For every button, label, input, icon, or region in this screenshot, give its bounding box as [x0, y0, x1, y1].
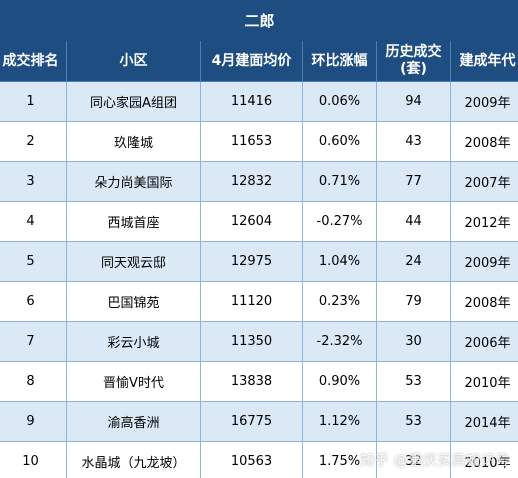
cell-rank: 1	[0, 81, 67, 122]
header-year: 建成年代	[449, 40, 518, 82]
cell-price: 16775	[200, 401, 303, 442]
cell-price: 12604	[200, 201, 303, 242]
table-row: 1 同心家园A组团 11416 0.06% 94 2009年	[0, 81, 518, 122]
header-price: 4月建面均价	[200, 40, 303, 82]
table-row: 8 晋愉V时代 13838 0.90% 53 2010年	[0, 361, 518, 402]
cell-change: 0.06%	[302, 81, 377, 122]
cell-name: 同心家园A组团	[66, 81, 201, 122]
cell-price: 10563	[200, 441, 303, 478]
cell-deals: 24	[376, 241, 451, 282]
title-row: 二郎	[0, 0, 518, 41]
cell-change: 0.60%	[302, 121, 377, 162]
cell-rank: 10	[0, 441, 67, 478]
table-row: 9 渝高香洲 16775 1.12% 53 2014年	[0, 401, 518, 442]
cell-name: 渝高香洲	[66, 401, 201, 442]
cell-change: -0.27%	[302, 201, 377, 242]
cell-deals: 53	[376, 401, 451, 442]
cell-rank: 7	[0, 321, 67, 362]
table-row: 10 水晶城（九龙坡） 10563 1.75% 32 2010年	[0, 441, 518, 478]
cell-rank: 5	[0, 241, 67, 282]
cell-price: 11120	[200, 281, 303, 322]
cell-name: 西城首座	[66, 201, 201, 242]
cell-deals: 77	[376, 161, 451, 202]
cell-name: 彩云小城	[66, 321, 201, 362]
cell-change: 1.12%	[302, 401, 377, 442]
header-rank: 成交排名	[0, 40, 67, 82]
cell-deals: 79	[376, 281, 451, 322]
cell-rank: 4	[0, 201, 67, 242]
cell-deals: 44	[376, 201, 451, 242]
cell-year: 2012年	[449, 201, 518, 242]
cell-year: 2009年	[449, 81, 518, 122]
cell-price: 12832	[200, 161, 303, 202]
cell-name: 晋愉V时代	[66, 361, 201, 402]
table-row: 5 同天观云邸 12975 1.04% 24 2009年	[0, 241, 518, 282]
cell-rank: 2	[0, 121, 67, 162]
table-row: 4 西城首座 12604 -0.27% 44 2012年	[0, 201, 518, 242]
table-row: 7 彩云小城 11350 -2.32% 30 2006年	[0, 321, 518, 362]
cell-rank: 9	[0, 401, 67, 442]
cell-change: 0.71%	[302, 161, 377, 202]
cell-price: 11653	[200, 121, 303, 162]
cell-price: 11350	[200, 321, 303, 362]
cell-deals: 43	[376, 121, 451, 162]
cell-deals: 53	[376, 361, 451, 402]
table-title: 二郎	[0, 0, 518, 41]
cell-year: 2008年	[449, 121, 518, 162]
header-row: 成交排名 小区 4月建面均价 环比涨幅 历史成交(套) 建成年代	[0, 40, 518, 82]
cell-change: 0.23%	[302, 281, 377, 322]
cell-year: 2010年	[449, 441, 518, 478]
cell-year: 2010年	[449, 361, 518, 402]
cell-change: 1.75%	[302, 441, 377, 478]
cell-deals: 30	[376, 321, 451, 362]
cell-price: 13838	[200, 361, 303, 402]
cell-change: 0.90%	[302, 361, 377, 402]
cell-name: 玖隆城	[66, 121, 201, 162]
cell-year: 2008年	[449, 281, 518, 322]
cell-deals: 94	[376, 81, 451, 122]
cell-year: 2007年	[449, 161, 518, 202]
cell-rank: 3	[0, 161, 67, 202]
cell-name: 同天观云邸	[66, 241, 201, 282]
cell-year: 2006年	[449, 321, 518, 362]
table-row: 6 巴国锦苑 11120 0.23% 79 2008年	[0, 281, 518, 322]
header-change: 环比涨幅	[302, 40, 377, 82]
watermark: 知乎 @重庆买房知识号	[360, 453, 510, 469]
cell-name: 朵力尚美国际	[66, 161, 201, 202]
cell-year: 2009年	[449, 241, 518, 282]
cell-name: 水晶城（九龙坡）	[66, 441, 201, 478]
cell-price: 12975	[200, 241, 303, 282]
cell-name: 巴国锦苑	[66, 281, 201, 322]
table-row: 3 朵力尚美国际 12832 0.71% 77 2007年	[0, 161, 518, 202]
header-deals: 历史成交(套)	[376, 40, 451, 82]
cell-change: -2.32%	[302, 321, 377, 362]
table-row: 2 玖隆城 11653 0.60% 43 2008年	[0, 121, 518, 162]
cell-year: 2014年	[449, 401, 518, 442]
cell-change: 1.04%	[302, 241, 377, 282]
cell-rank: 6	[0, 281, 67, 322]
cell-rank: 8	[0, 361, 67, 402]
cell-price: 11416	[200, 81, 303, 122]
header-name: 小区	[66, 40, 201, 82]
